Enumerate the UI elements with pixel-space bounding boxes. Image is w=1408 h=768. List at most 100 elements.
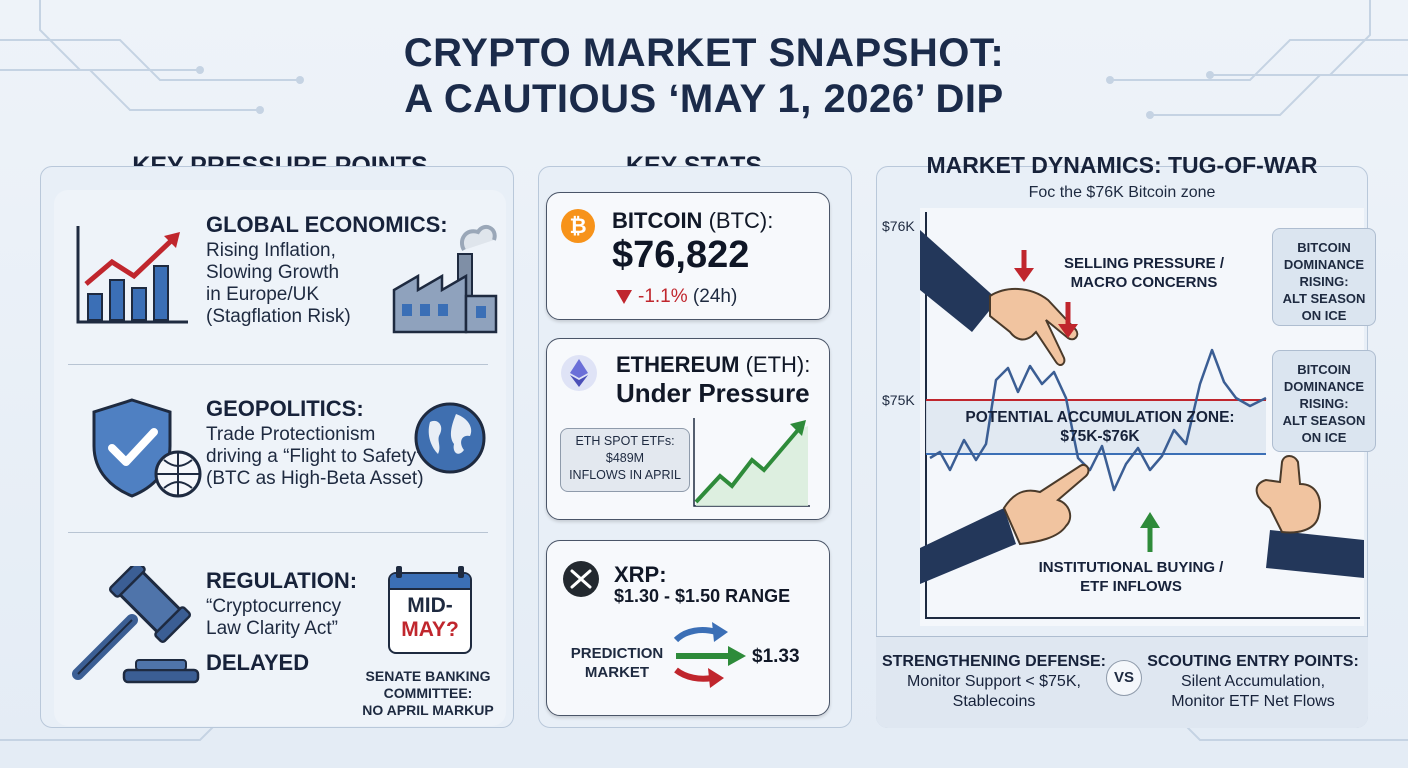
xrp-range: $1.30 - $1.50 RANGE xyxy=(614,586,791,606)
buying-line: INSTITUTIONAL BUYING / xyxy=(1038,559,1224,576)
title-line-2: A CAUTIOUS ‘MAY 1, 2026’ DIP xyxy=(404,77,1004,121)
defense-line: Stablecoins xyxy=(952,693,1036,710)
xrp-title: XRP: xyxy=(614,562,667,587)
btc-change: -1.1% (24h) xyxy=(638,286,737,308)
zone-line: $75K-$76K xyxy=(1060,428,1140,445)
regulation-text: “Cryptocurrency Law Clarity Act” xyxy=(206,596,341,640)
vs-badge: VS xyxy=(1106,660,1142,696)
defense-block: STRENGTHENING DEFENSE: Monitor Support <… xyxy=(876,652,1112,712)
axis-label-mid: $75K xyxy=(882,392,915,408)
eth-etf-line: INFLOWS IN APRIL xyxy=(569,468,681,482)
economics-line: Slowing Growth xyxy=(206,262,340,283)
btc-ticker: (BTC): xyxy=(708,208,774,233)
down-triangle-icon xyxy=(616,290,632,304)
regulation-title: REGULATION: xyxy=(206,568,358,593)
calendar-ring xyxy=(396,566,402,578)
scouting-title: SCOUTING ENTRY POINTS: xyxy=(1147,653,1359,670)
geopolitics-line: Trade Protectionism xyxy=(206,424,376,445)
geopolitics-text: Trade Protectionism driving a “Flight to… xyxy=(206,424,424,490)
btc-price: $76,822 xyxy=(612,234,750,276)
btc-card xyxy=(546,192,830,320)
dominance-line: ON ICE xyxy=(1301,430,1347,445)
dominance-line: RISING: xyxy=(1299,396,1349,411)
senate-note-line: COMMITTEE: xyxy=(383,685,473,701)
xrp-icon xyxy=(563,561,599,597)
dominance-line: BITCOIN xyxy=(1297,362,1351,377)
defense-title: STRENGTHENING DEFENSE: xyxy=(881,653,1106,670)
gavel-icon xyxy=(72,566,200,684)
institutional-buying-label: INSTITUTIONAL BUYING / ETF INFLOWS xyxy=(1026,558,1236,596)
calendar-ring xyxy=(458,566,464,578)
factory-icon xyxy=(392,224,498,334)
dominance-line: ALT SEASON xyxy=(1282,291,1366,306)
ethereum-icon xyxy=(561,355,597,391)
selling-pressure-label: SELLING PRESSURE / MACRO CONCERNS xyxy=(1054,254,1234,292)
btc-title: BITCOIN (BTC): xyxy=(612,208,773,234)
geopolitics-line: (BTC as High-Beta Asset) xyxy=(206,468,424,489)
btc-change-period: (24h) xyxy=(692,286,738,307)
scouting-line: Silent Accumulation, xyxy=(1180,673,1326,690)
geopolitics-title: GEOPOLITICS: xyxy=(206,396,364,421)
senate-note-line: SENATE BANKING xyxy=(365,668,491,684)
dominance-line: DOMINANCE xyxy=(1283,379,1365,394)
pressure-divider xyxy=(68,364,488,365)
dominance-line: DOMINANCE xyxy=(1283,257,1365,272)
calendar-icon: MID- MAY? xyxy=(388,572,472,654)
dominance-line: BITCOIN xyxy=(1297,240,1351,255)
selling-line: MACRO CONCERNS xyxy=(1070,274,1218,291)
btc-change-value: -1.1% xyxy=(638,286,688,307)
eth-etf-line: $489M xyxy=(605,451,645,465)
prediction-value: $1.33 xyxy=(752,646,800,667)
buying-line: ETF INFLOWS xyxy=(1080,578,1182,595)
calendar-line-2: MAY? xyxy=(401,618,459,641)
eth-etf-callout: ETH SPOT ETFs: $489M INFLOWS IN APRIL xyxy=(560,428,690,492)
scouting-block: SCOUTING ENTRY POINTS: Silent Accumulati… xyxy=(1138,652,1368,712)
geopolitics-line: driving a “Flight to Safety” xyxy=(206,446,423,467)
regulation-status: DELAYED xyxy=(206,650,310,675)
economics-line: Rising Inflation, xyxy=(206,240,336,261)
eth-title: ETHEREUM (ETH): xyxy=(616,352,810,378)
selling-line: SELLING PRESSURE / xyxy=(1063,255,1225,272)
senate-note-line: NO APRIL MARKUP xyxy=(362,702,494,718)
tug-of-war-chart xyxy=(920,212,1364,619)
growth-chart-icon xyxy=(76,226,188,324)
eth-status: Under Pressure xyxy=(616,378,810,408)
dynamics-subtitle: Foc the $76K Bitcoin zone xyxy=(1028,184,1216,201)
prediction-arrows-icon xyxy=(673,622,746,688)
senate-note: SENATE BANKING COMMITTEE: NO APRIL MARKU… xyxy=(346,668,510,719)
dominance-line: ALT SEASON xyxy=(1282,413,1366,428)
shield-globe-icon xyxy=(92,398,202,498)
defense-line: Monitor Support < $75K, xyxy=(907,673,1081,690)
eth-name: ETHEREUM xyxy=(616,352,740,377)
regulation-line: Law Clarity Act” xyxy=(206,618,338,639)
bitcoin-icon: ₿ xyxy=(561,209,595,243)
dominance-box-2: BITCOIN DOMINANCE RISING: ALT SEASON ON … xyxy=(1272,350,1376,452)
economics-text: Rising Inflation, Slowing Growth in Euro… xyxy=(206,240,351,328)
calendar-line-1: MID- xyxy=(407,594,453,617)
dominance-line: RISING: xyxy=(1299,274,1349,289)
economics-line: (Stagflation Risk) xyxy=(206,306,351,327)
accumulation-zone-label: POTENTIAL ACCUMULATION ZONE: $75K-$76K xyxy=(940,408,1260,446)
pressure-divider xyxy=(68,532,488,533)
prediction-market-label: PREDICTION MARKET xyxy=(560,644,674,682)
dominance-box-1: BITCOIN DOMINANCE RISING: ALT SEASON ON … xyxy=(1272,228,1376,326)
eth-ticker: (ETH): xyxy=(745,352,811,377)
axis-label-top: $76K xyxy=(882,218,915,234)
globe-icon xyxy=(414,402,486,474)
economics-title: GLOBAL ECONOMICS: xyxy=(206,212,448,237)
eth-uptrend-chart xyxy=(693,418,810,507)
calendar-header xyxy=(390,574,470,590)
dynamics-heading: MARKET DYNAMICS: TUG-OF-WAR xyxy=(926,152,1318,178)
title-line-1: CRYPTO MARKET SNAPSHOT: xyxy=(403,31,1005,75)
economics-line: in Europe/UK xyxy=(206,284,320,305)
prediction-line: PREDICTION xyxy=(570,645,664,662)
regulation-line: “Cryptocurrency xyxy=(206,596,342,617)
svg-text:₿: ₿ xyxy=(569,215,586,238)
btc-name: BITCOIN xyxy=(612,208,703,233)
eth-etf-line: ETH SPOT ETFs: xyxy=(575,434,675,448)
prediction-line: MARKET xyxy=(584,664,650,681)
dominance-line: ON ICE xyxy=(1301,308,1347,323)
zone-line: POTENTIAL ACCUMULATION ZONE: xyxy=(965,409,1235,426)
page-title: CRYPTO MARKET SNAPSHOT: A CAUTIOUS ‘MAY … xyxy=(0,30,1408,122)
